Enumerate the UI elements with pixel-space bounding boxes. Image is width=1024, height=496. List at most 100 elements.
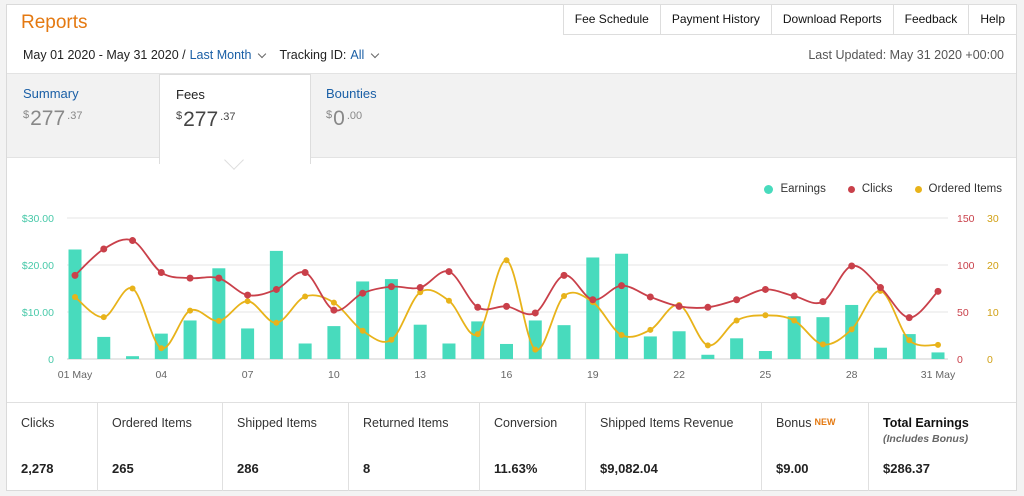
ordered-items-point: [388, 336, 395, 343]
stat-value: $9.00: [776, 461, 809, 476]
earnings-bar: [269, 250, 283, 359]
y-left-tick-label: $30.00: [22, 213, 54, 225]
clicks-point: [848, 262, 856, 270]
legend-ordered-items[interactable]: Ordered Items: [914, 183, 1002, 195]
clicks-point: [618, 282, 626, 290]
tab-summary[interactable]: Summary $ 277 .37: [7, 74, 159, 158]
tab-bounties[interactable]: Bounties $ 0 .00: [310, 74, 462, 158]
earnings-bar: [758, 351, 772, 359]
tracking-dropdown[interactable]: All: [350, 48, 365, 62]
earnings-bar: [672, 331, 686, 359]
earnings-bar: [816, 317, 830, 359]
top-nav: Fee Schedule Payment History Download Re…: [562, 4, 1017, 35]
clicks-point: [819, 298, 827, 306]
ordered-items-point: [417, 289, 424, 296]
ordered-items-point: [158, 345, 165, 352]
earnings-bar: [586, 257, 600, 359]
period-dropdown[interactable]: Last Month: [189, 48, 252, 62]
ordered-items-point: [733, 317, 740, 324]
x-tick-label: 19: [587, 369, 599, 381]
clicks-point: [301, 269, 309, 277]
clicks-point: [876, 284, 884, 292]
chevron-down-icon[interactable]: [371, 49, 380, 58]
stat-value: 286: [237, 461, 259, 476]
tab-fees[interactable]: Fees $ 277 .37: [159, 74, 311, 164]
earnings-bar: [97, 336, 111, 359]
nav-feedback[interactable]: Feedback: [893, 4, 970, 35]
stat-shipped-items: Shipped Items 286: [223, 403, 349, 491]
y-right-tick-label: 30: [987, 213, 999, 225]
x-tick-label: 10: [328, 369, 340, 381]
earnings-bar: [557, 325, 571, 359]
clicks-point: [733, 296, 741, 304]
stat-conversion: Conversion 11.63%: [480, 403, 586, 491]
nav-fee-schedule[interactable]: Fee Schedule: [562, 4, 661, 35]
chevron-down-icon[interactable]: [258, 49, 267, 58]
clicks-point: [704, 303, 712, 311]
ordered-items-point: [302, 293, 309, 300]
earnings-bar: [241, 328, 255, 359]
ordered-dot-icon: [914, 185, 922, 193]
clicks-point: [560, 271, 568, 279]
nav-download-reports[interactable]: Download Reports: [771, 4, 894, 35]
clicks-point: [790, 292, 798, 300]
earnings-bar: [442, 343, 456, 359]
y-mid-tick-label: 100: [957, 260, 975, 272]
tab-label: Fees: [176, 87, 205, 102]
y-mid-tick-label: 50: [957, 307, 969, 319]
clicks-point: [934, 287, 942, 295]
clicks-point: [359, 289, 367, 297]
earnings-bar: [384, 279, 398, 359]
clicks-point: [100, 245, 108, 253]
stat-label: Clicks: [21, 416, 55, 430]
ordered-items-point: [187, 307, 194, 314]
nav-payment-history[interactable]: Payment History: [660, 4, 772, 35]
ordered-items-point: [215, 317, 222, 324]
earnings-bar: [643, 336, 657, 359]
clicks-point: [761, 285, 769, 293]
amount-cents: .37: [67, 110, 83, 122]
stat-shipped-revenue: Shipped Items Revenue $9,082.04: [586, 403, 762, 491]
legend-clicks[interactable]: Clicks: [847, 183, 893, 195]
ordered-items-point: [72, 293, 78, 300]
currency-symbol: $: [23, 109, 30, 121]
x-tick-label: 13: [414, 369, 426, 381]
stats-row: Clicks 2,278 Ordered Items 265 Shipped I…: [7, 402, 1016, 491]
amount-cents: .37: [220, 111, 236, 123]
ordered-items-point: [848, 326, 855, 333]
y-right-tick-label: 10: [987, 307, 999, 319]
currency-symbol: $: [176, 110, 183, 122]
earnings-chart: Earnings Clicks Ordered Items $30.00 150 3…: [7, 165, 1016, 401]
ordered-items-point: [100, 314, 107, 321]
clicks-point: [905, 314, 913, 322]
tab-amount: $ 0 .00: [326, 107, 446, 131]
clicks-point: [675, 302, 683, 310]
legend-earnings[interactable]: Earnings: [764, 183, 826, 195]
clicks-point: [416, 284, 424, 292]
ordered-items-point: [906, 337, 913, 344]
y-right-tick-label: 20: [987, 260, 999, 272]
amount-whole: 0: [333, 107, 345, 130]
nav-help[interactable]: Help: [969, 4, 1017, 35]
clicks-point: [71, 271, 79, 279]
stat-value: $9,082.04: [600, 461, 658, 476]
earnings-bar: [902, 334, 916, 359]
clicks-dot-icon: [847, 185, 855, 193]
ordered-items-point: [647, 326, 654, 333]
stat-label: Returned Items: [363, 416, 449, 430]
earnings-bar: [701, 354, 715, 359]
earnings-bar: [183, 320, 197, 359]
stat-value: 11.63%: [494, 461, 538, 476]
x-tick-label: 31 May: [921, 369, 956, 381]
x-tick-label: 25: [760, 369, 772, 381]
clicks-point: [646, 293, 654, 301]
earnings-bar: [126, 356, 140, 359]
ordered-items-point: [618, 332, 625, 339]
earnings-bar: [873, 347, 887, 359]
tab-label: Summary: [23, 86, 79, 101]
ordered-items-point: [532, 346, 539, 353]
clicks-point: [474, 303, 482, 311]
earnings-dot-icon: [764, 184, 774, 194]
ordered-items-point: [129, 285, 136, 292]
ordered-items-point: [330, 299, 337, 306]
